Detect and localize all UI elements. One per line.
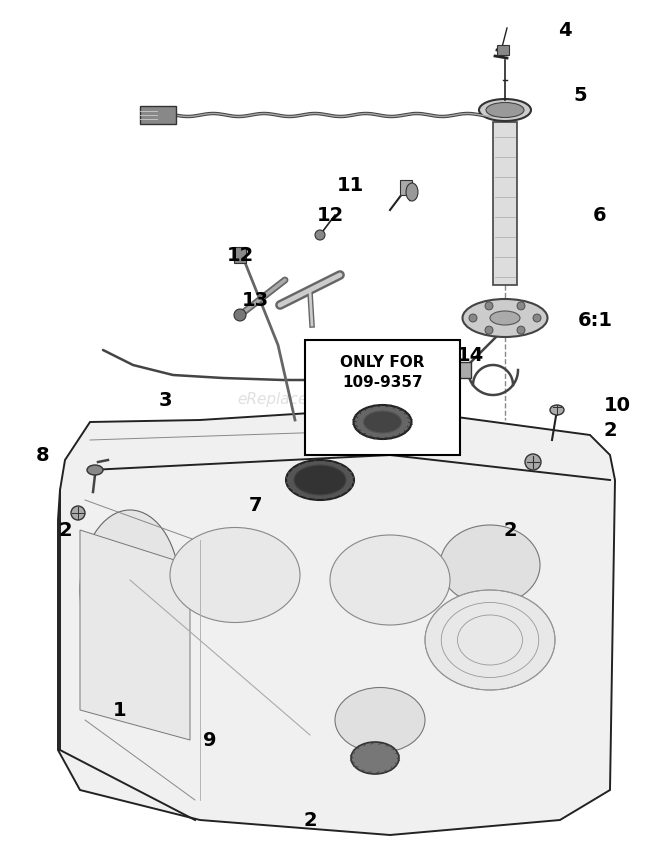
Ellipse shape (286, 460, 354, 500)
Ellipse shape (479, 99, 531, 121)
Ellipse shape (330, 535, 450, 625)
Ellipse shape (550, 405, 564, 415)
Text: 3: 3 (158, 390, 172, 410)
Text: 5: 5 (573, 86, 587, 105)
Polygon shape (80, 530, 190, 740)
Text: 13: 13 (241, 291, 268, 309)
Text: 12: 12 (226, 246, 254, 264)
Ellipse shape (490, 311, 520, 325)
Ellipse shape (440, 525, 540, 605)
Circle shape (234, 309, 246, 321)
Text: 11: 11 (336, 175, 364, 195)
Circle shape (533, 314, 541, 322)
Text: 9: 9 (203, 730, 217, 750)
Text: 4: 4 (558, 20, 572, 39)
Circle shape (315, 230, 325, 240)
Text: 7: 7 (249, 496, 262, 514)
Text: 2: 2 (303, 811, 317, 830)
Text: 1: 1 (113, 700, 127, 719)
Circle shape (525, 454, 541, 470)
Bar (497, 45, 509, 55)
Circle shape (517, 302, 525, 310)
Bar (400, 180, 412, 195)
Text: 10: 10 (603, 395, 631, 415)
Ellipse shape (486, 103, 524, 117)
Bar (305, 340, 460, 455)
Ellipse shape (425, 590, 555, 690)
Ellipse shape (463, 299, 547, 337)
Ellipse shape (294, 465, 346, 495)
Bar (234, 247, 246, 263)
Text: 2: 2 (58, 520, 72, 540)
Circle shape (469, 314, 477, 322)
Circle shape (485, 302, 493, 310)
Ellipse shape (335, 688, 425, 752)
Circle shape (71, 506, 85, 520)
Ellipse shape (170, 528, 300, 622)
Ellipse shape (406, 183, 418, 201)
Text: 2: 2 (603, 421, 617, 439)
Ellipse shape (354, 405, 412, 439)
Ellipse shape (80, 510, 180, 670)
Text: 2: 2 (503, 520, 517, 540)
Text: eReplacementParts.com: eReplacementParts.com (237, 392, 424, 407)
Ellipse shape (87, 465, 103, 475)
Polygon shape (58, 408, 615, 835)
Bar (140, 106, 176, 124)
Text: 8: 8 (36, 445, 50, 464)
Text: 14: 14 (456, 345, 484, 365)
Text: 109-9357: 109-9357 (342, 375, 423, 389)
Ellipse shape (351, 742, 399, 774)
Text: ONLY FOR: ONLY FOR (340, 354, 425, 370)
Text: 6: 6 (593, 206, 607, 224)
Text: 6:1: 6:1 (578, 310, 613, 330)
Bar (455, 362, 471, 378)
Bar (493, 122, 517, 285)
Text: 12: 12 (317, 206, 344, 224)
Circle shape (517, 326, 525, 334)
Ellipse shape (364, 411, 401, 433)
Circle shape (485, 326, 493, 334)
